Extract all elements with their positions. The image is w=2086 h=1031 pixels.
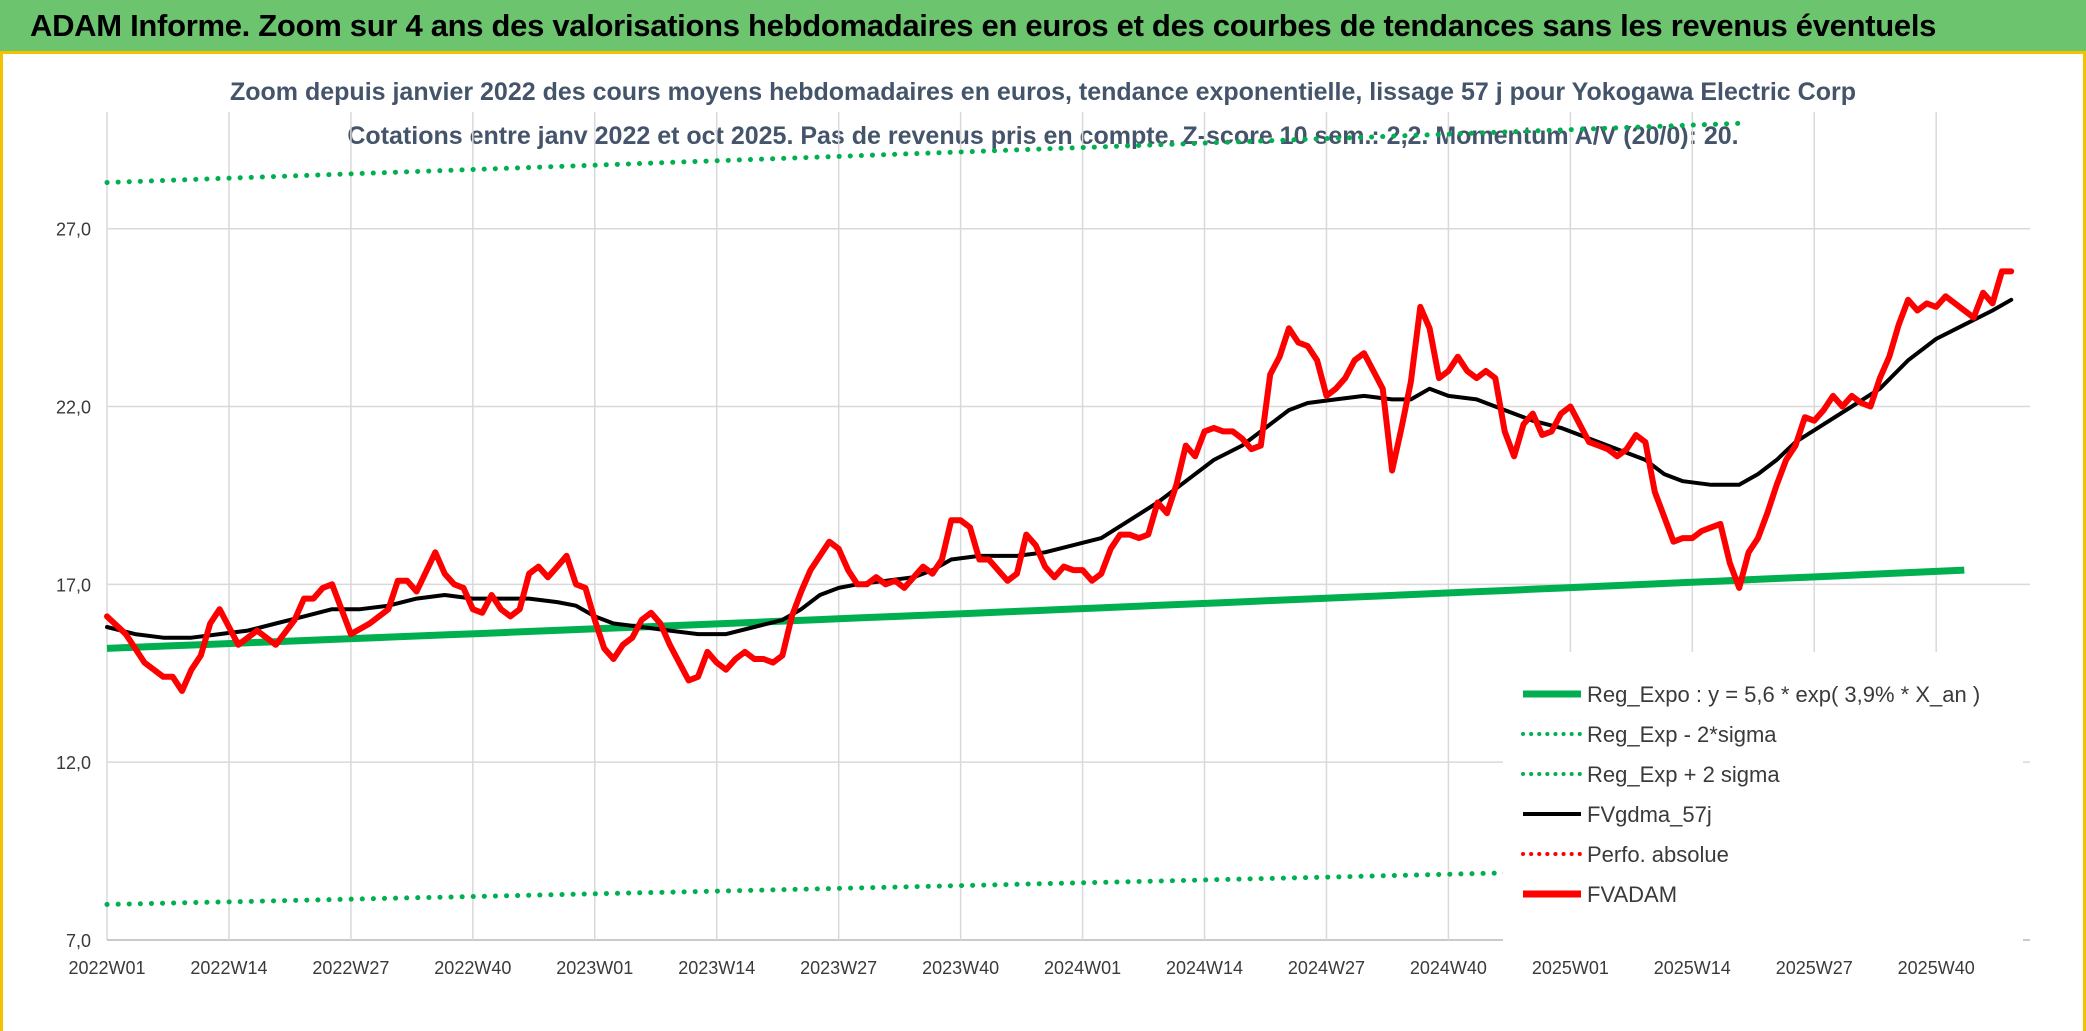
series-layer [104, 120, 2015, 907]
x-tick-label: 2023W27 [800, 958, 877, 978]
upper-sigma-line [104, 120, 1751, 185]
fvadam-line [104, 268, 2015, 694]
y-tick-label: 27,0 [56, 220, 91, 240]
x-tick-label: 2025W40 [1898, 958, 1975, 978]
y-axis: 7,0 12,0 17,0 22,0 27,0 [56, 220, 91, 951]
legend-label: FVADAM [1587, 882, 1677, 907]
x-tick-label: 2022W14 [190, 958, 267, 978]
x-tick-label: 2025W01 [1532, 958, 1609, 978]
x-tick-label: 2023W01 [556, 958, 633, 978]
x-tick-label: 2022W01 [68, 958, 145, 978]
chart-frame: Zoom depuis janvier 2022 des cours moyen… [0, 54, 2086, 1031]
chart-subtitle: Cotations entre janv 2022 et oct 2025. P… [347, 122, 1738, 150]
legend-background [1503, 652, 2023, 952]
y-tick-label: 12,0 [56, 753, 91, 773]
x-tick-label: 2024W14 [1166, 958, 1243, 978]
x-tick-label: 2023W40 [922, 958, 999, 978]
x-axis: 2022W01 2022W14 2022W27 2022W40 2023W01 2023W… [68, 958, 1974, 978]
x-tick-label: 2024W40 [1410, 958, 1487, 978]
x-tick-label: 2022W40 [434, 958, 511, 978]
chart-title: Zoom depuis janvier 2022 des cours moyen… [230, 78, 1856, 106]
fvgdma-57j-line [105, 297, 2014, 640]
legend-label: FVgdma_57j [1587, 802, 1712, 827]
reg-expo-line [106, 566, 1965, 652]
legend-label: Reg_Exp - 2*sigma [1587, 722, 1777, 747]
report-banner: ADAM Informe. Zoom sur 4 ans des valoris… [0, 0, 2086, 54]
legend-label: Reg_Exp + 2 sigma [1587, 762, 1780, 787]
chart-legend: Reg_Expo : y = 5,6 * exp( 3,9% * X_an ) R… [1521, 682, 1980, 907]
legend-label: Perfo. absolue [1587, 842, 1729, 867]
line-chart: Zoom depuis janvier 2022 des cours moyen… [56, 78, 2030, 978]
y-tick-label: 7,0 [66, 931, 91, 951]
lower-sigma-line [104, 859, 1967, 907]
y-tick-label: 17,0 [56, 575, 91, 595]
x-tick-label: 2025W27 [1776, 958, 1853, 978]
report-title: ADAM Informe. Zoom sur 4 ans des valoris… [30, 8, 1937, 43]
x-tick-label: 2023W14 [678, 958, 755, 978]
x-tick-label: 2024W01 [1044, 958, 1121, 978]
legend-label: Reg_Expo : y = 5,6 * exp( 3,9% * X_an ) [1587, 682, 1980, 707]
y-tick-label: 22,0 [56, 398, 91, 418]
x-tick-label: 2024W27 [1288, 958, 1365, 978]
x-tick-label: 2025W14 [1654, 958, 1731, 978]
x-tick-label: 2022W27 [312, 958, 389, 978]
